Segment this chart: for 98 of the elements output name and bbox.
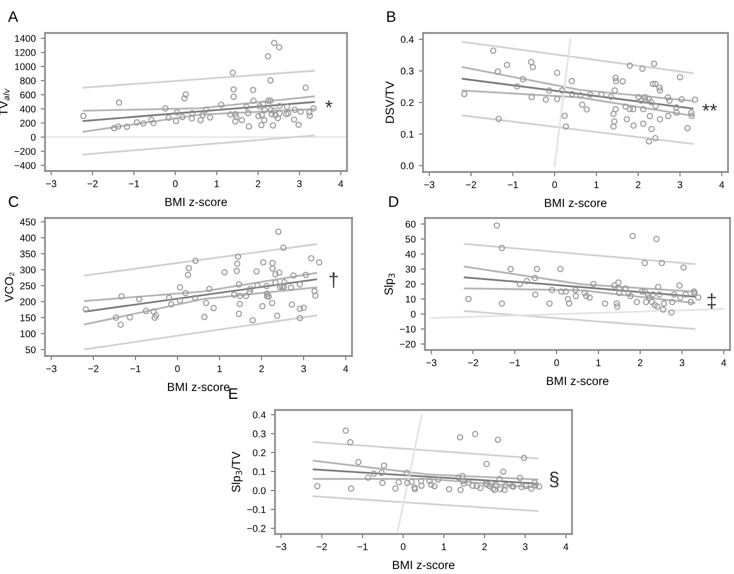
x-tick-label: −2 <box>88 180 98 188</box>
x-tick-label: −3 <box>46 180 56 188</box>
x-tick-label: 1 <box>442 543 446 550</box>
y-tick-label: 100 <box>20 330 36 338</box>
x-tick-label: 3 <box>301 365 306 372</box>
y-tick-label: 200 <box>20 298 36 306</box>
y-tick-label: 50 <box>406 236 416 243</box>
y-tick-label: 0.4 <box>252 411 266 418</box>
y-tick-label: 150 <box>20 314 36 322</box>
y-tick-label: −400 <box>14 162 36 169</box>
x-tick-label: 3 <box>297 180 302 188</box>
x-tick-label: 1 <box>596 359 601 366</box>
y-tick-label: 400 <box>20 106 36 112</box>
y-tick-label: 0.3 <box>252 430 266 438</box>
x-tick-label: −3 <box>424 181 434 188</box>
x-tick-label: −1 <box>357 543 368 550</box>
y-tick-label: 1000 <box>15 63 36 70</box>
y-axis-title: VCO₂ <box>4 272 14 302</box>
y-axis-title: DSV/TV <box>385 81 394 123</box>
y-tick-label: −20 <box>400 340 416 348</box>
annotation: § <box>550 472 558 488</box>
x-tick-label: −3 <box>426 359 436 366</box>
x-tick-label: 2 <box>638 359 642 366</box>
x-tick-label: 4 <box>338 180 344 188</box>
x-tick-label: 3 <box>522 543 528 550</box>
y-tick-label: −200 <box>14 148 36 155</box>
x-tick-label: 0 <box>554 359 559 366</box>
x-axis-title: BMI z-score <box>544 198 606 208</box>
annotation: ** <box>702 104 717 111</box>
x-tick-label: −1 <box>130 365 140 372</box>
x-axis-title: BMI z-score <box>392 560 454 570</box>
y-axis-title: Slp$_{3}$ <box>384 274 396 295</box>
y-tick-label: 0.4 <box>400 36 414 43</box>
x-tick-label: −1 <box>510 359 520 366</box>
y-tick-label: 600 <box>20 92 36 98</box>
y-tick-label: 450 <box>20 218 36 226</box>
x-tick-label: −2 <box>466 181 476 188</box>
y-tick-label: −10 <box>400 326 416 333</box>
x-tick-label: −2 <box>316 543 327 550</box>
x-axis-title: BMI z-score <box>168 382 230 392</box>
x-tick-label: 1 <box>594 181 599 188</box>
y-tick-label: −0.2 <box>247 525 266 532</box>
y-tick-label: 1400 <box>15 35 36 42</box>
y-axis-title: Slp$_{3}$/TV <box>232 452 243 492</box>
x-tick-label: 3 <box>678 181 682 188</box>
x-tick-label: 3 <box>680 359 684 366</box>
x-tick-label: 2 <box>482 543 487 550</box>
y-tick-label: 1200 <box>15 49 36 56</box>
x-tick-label: 4 <box>343 365 348 372</box>
annotation: * <box>325 100 332 108</box>
chart-title: B <box>387 11 396 22</box>
x-tick-label: 2 <box>636 181 640 188</box>
y-tick-label: 0 <box>30 134 36 141</box>
y-tick-label: 200 <box>20 120 36 127</box>
annotation: ‡ <box>708 293 716 309</box>
x-tick-label: 2 <box>259 365 264 372</box>
chart-title: D <box>389 196 398 207</box>
x-tick-label: −3 <box>276 543 286 550</box>
y-tick-label: 0.1 <box>400 130 414 138</box>
x-tick-label: −2 <box>88 365 98 372</box>
y-tick-label: 30 <box>406 266 416 273</box>
y-tick-label: 300 <box>20 266 36 274</box>
y-tick-label: 0.1 <box>252 468 266 476</box>
annotation: † <box>329 272 338 288</box>
y-tick-label: 0.2 <box>400 99 414 106</box>
x-tick-label: 1 <box>214 180 219 188</box>
y-tick-label: 20 <box>406 280 416 288</box>
x-tick-label: 0 <box>175 365 180 372</box>
x-tick-label: −2 <box>468 359 478 366</box>
y-tick-label: 0.3 <box>400 68 414 75</box>
y-tick-label: −0.1 <box>247 506 266 514</box>
x-tick-label: 4 <box>719 181 724 188</box>
y-tick-label: 10 <box>406 296 416 303</box>
y-tick-label: 0.2 <box>252 449 266 456</box>
x-tick-label: 0 <box>172 180 178 188</box>
y-tick-label: 0 <box>410 310 416 318</box>
chart-title: E <box>229 388 238 399</box>
y-tick-label: 800 <box>20 77 36 84</box>
x-tick-label: 2 <box>256 180 260 188</box>
x-tick-label: −1 <box>128 180 140 188</box>
y-tick-label: 50 <box>26 346 36 354</box>
y-tick-label: 0.0 <box>252 487 266 494</box>
chart-title: A <box>8 11 18 22</box>
y-tick-label: 350 <box>20 250 36 258</box>
x-tick-label: −3 <box>46 365 56 372</box>
y-tick-label: 250 <box>20 282 36 290</box>
x-tick-label: 4 <box>563 543 568 550</box>
x-tick-label: 1 <box>218 365 222 372</box>
x-tick-label: 4 <box>721 359 726 366</box>
y-tick-label: 0.0 <box>400 162 414 170</box>
x-tick-label: −1 <box>508 181 518 188</box>
chart-title: C <box>8 196 18 207</box>
x-axis-title: BMI z-score <box>165 198 227 206</box>
y-tick-label: 60 <box>406 220 416 228</box>
y-tick-label: 400 <box>20 234 36 242</box>
y-tick-label: 40 <box>405 250 416 258</box>
x-tick-label: 0 <box>552 181 557 188</box>
x-axis-title: BMI z-score <box>546 376 608 386</box>
